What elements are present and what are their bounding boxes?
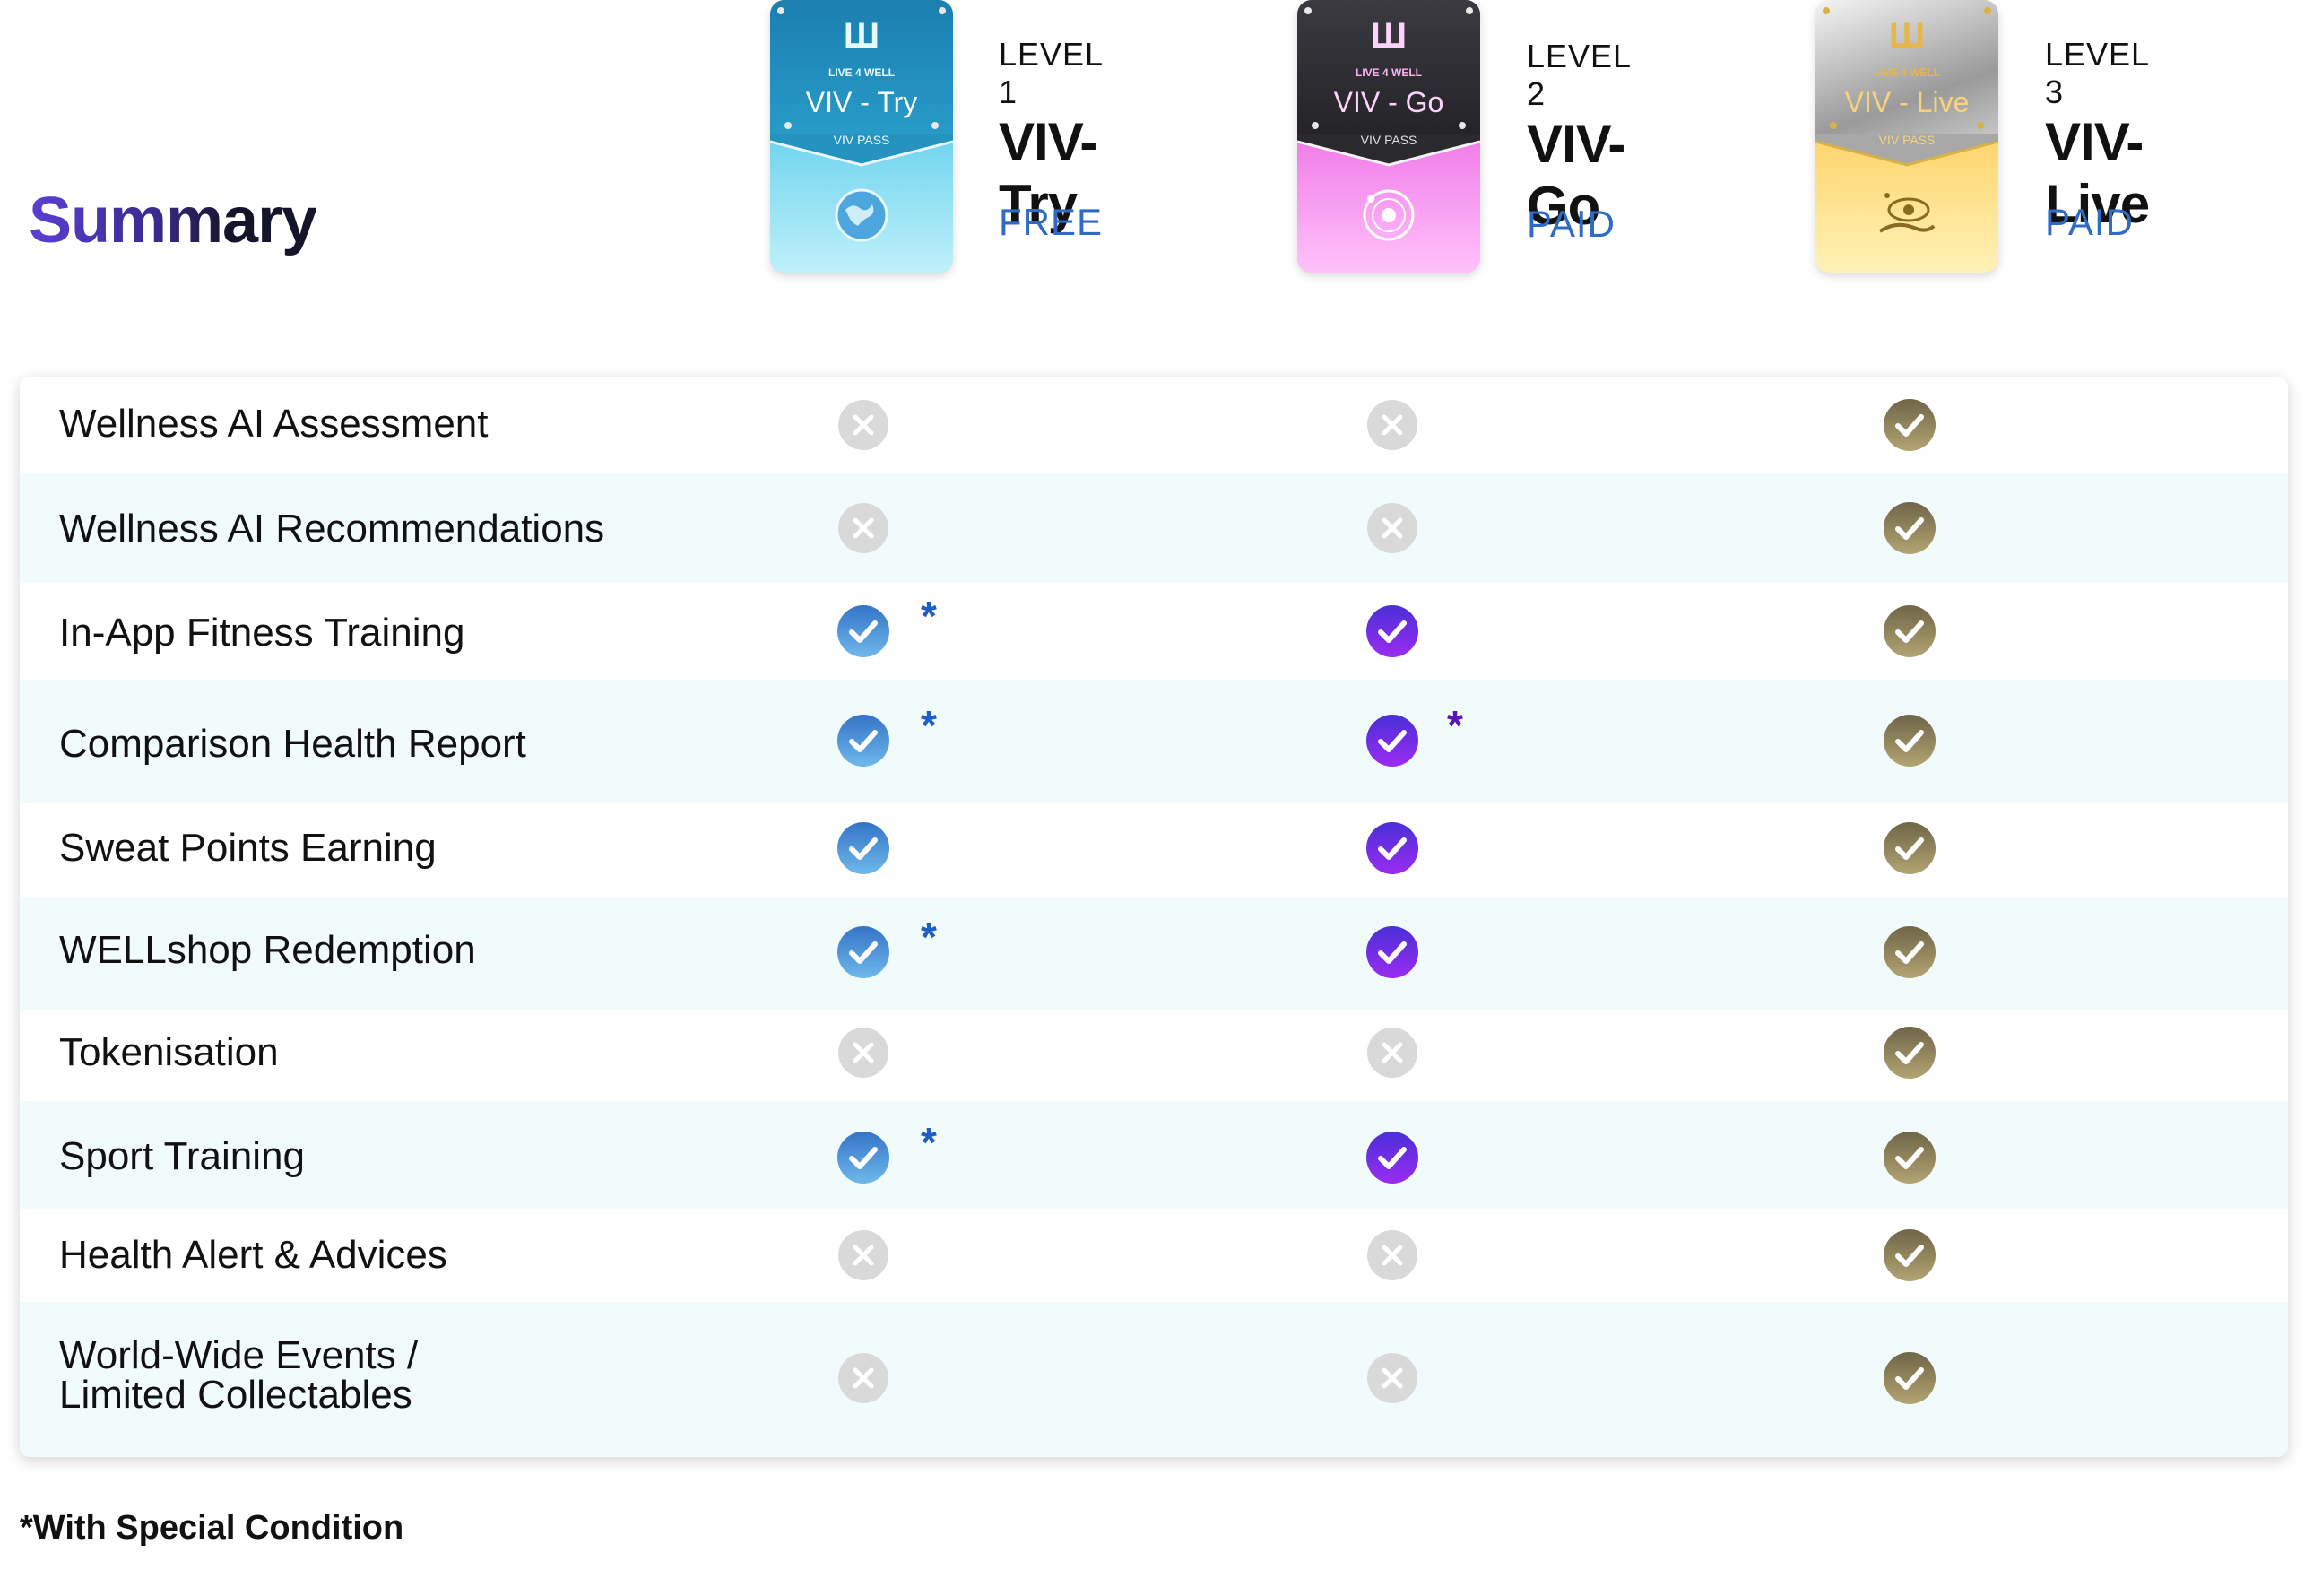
plan-level: LEVEL 3 <box>2045 36 2149 110</box>
pass-label: VIV PASS <box>1878 133 1936 147</box>
check-icon <box>1366 822 1418 874</box>
galaxy-hand-icon <box>1815 186 1998 248</box>
pass-label: VIV PASS <box>833 133 890 147</box>
table-row: World-Wide Events / Limited Collectables <box>20 1302 2288 1457</box>
plan-name: VIV-Go <box>1527 114 1625 236</box>
table-row: Wellness AI Recommendations <box>20 473 2288 583</box>
feature-label: Sweat Points Earning <box>59 826 437 870</box>
feature-label: Health Alert & Advices <box>59 1233 447 1277</box>
check-icon <box>1884 822 1936 874</box>
footnote: *With Special Condition <box>20 1509 404 1547</box>
plan-price: PAID <box>1527 203 1616 245</box>
check-icon <box>837 822 889 874</box>
pass-card-try: Ш LIVE 4 WELL VIV - Try VIV PASS <box>770 0 953 273</box>
unavailable-icon <box>1367 1353 1417 1403</box>
unavailable-icon <box>1367 1230 1417 1280</box>
unavailable-icon <box>838 503 888 553</box>
pass-label: VIV PASS <box>1360 133 1417 147</box>
table-row: In-App Fitness Training * <box>20 583 2288 680</box>
feature-label: In-App Fitness Training <box>59 611 465 655</box>
feature-label-line-2: Limited Collectables <box>59 1373 412 1417</box>
special-condition-marker: * <box>921 914 937 960</box>
feature-label-line-1: World-Wide Events / <box>59 1333 419 1377</box>
check-icon <box>1884 715 1936 767</box>
pass-brand: LIVE 4 WELL <box>1355 66 1422 79</box>
plan-price: FREE <box>999 201 1104 243</box>
feature-label: WELLshop Redemption <box>59 928 476 972</box>
feature-table: Wellness AI Assessment Wellness AI Recom… <box>20 377 2288 1457</box>
check-icon <box>1884 1229 1936 1281</box>
table-row: Sweat Points Earning <box>20 803 2288 897</box>
globe-icon <box>770 186 953 248</box>
table-row: Sport Training * <box>20 1101 2288 1209</box>
check-icon <box>837 715 889 767</box>
special-condition-marker: * <box>921 1119 937 1166</box>
check-icon <box>1884 1027 1936 1079</box>
special-condition-marker: * <box>921 593 937 639</box>
live4well-logo-icon: Ш <box>843 16 880 56</box>
check-icon <box>1884 502 1936 554</box>
unavailable-icon <box>838 1230 888 1280</box>
plan-price: PAID <box>2045 201 2134 243</box>
feature-label: Tokenisation <box>59 1030 279 1074</box>
plan-level: LEVEL 2 <box>1527 38 1631 112</box>
unavailable-icon <box>1367 400 1417 450</box>
pass-card-go: Ш LIVE 4 WELL VIV - Go VIV PASS <box>1297 0 1480 273</box>
plan-name: VIV-Live <box>2045 112 2150 234</box>
live4well-logo-icon: Ш <box>1888 16 1926 56</box>
page-title: Summary <box>29 185 317 256</box>
unavailable-icon <box>838 1353 888 1403</box>
live4well-logo-icon: Ш <box>1370 16 1408 56</box>
pass-brand: LIVE 4 WELL <box>827 66 895 79</box>
unavailable-icon <box>838 400 888 450</box>
pass-name: VIV - Try <box>805 86 918 118</box>
table-row: Comparison Health Report * * <box>20 680 2288 803</box>
unavailable-icon <box>838 1028 888 1078</box>
table-row: Tokenisation <box>20 1010 2288 1101</box>
special-condition-marker: * <box>921 702 937 749</box>
check-icon <box>1884 605 1936 657</box>
check-icon <box>837 605 889 657</box>
pass-brand: LIVE 4 WELL <box>1873 66 1940 79</box>
planet-icon <box>1297 186 1480 248</box>
table-row: WELLshop Redemption * <box>20 897 2288 1010</box>
feature-label: Wellness AI Recommendations <box>59 507 605 551</box>
pass-name: VIV - Go <box>1333 86 1444 118</box>
check-icon <box>1366 1132 1418 1184</box>
feature-label: Wellness AI Assessment <box>59 402 489 446</box>
table-row: Health Alert & Advices <box>20 1209 2288 1302</box>
unavailable-icon <box>1367 1028 1417 1078</box>
special-condition-marker: * <box>1447 702 1463 749</box>
pass-name: VIV - Live <box>1844 86 1970 118</box>
check-icon <box>1884 926 1936 978</box>
check-icon <box>1366 926 1418 978</box>
check-icon <box>1884 1132 1936 1184</box>
pass-card-live: Ш LIVE 4 WELL VIV - Live VIV PASS <box>1815 0 1998 273</box>
check-icon <box>1884 1352 1936 1404</box>
feature-label: Sport Training <box>59 1134 305 1178</box>
unavailable-icon <box>1367 503 1417 553</box>
check-icon <box>1366 715 1418 767</box>
feature-label: Comparison Health Report <box>59 722 526 766</box>
plan-level: LEVEL 1 <box>999 36 1103 110</box>
check-icon <box>837 926 889 978</box>
plan-name: VIV-Try <box>999 112 1097 234</box>
table-row: Wellness AI Assessment <box>20 377 2288 473</box>
check-icon <box>837 1132 889 1184</box>
check-icon <box>1884 399 1936 451</box>
check-icon <box>1366 605 1418 657</box>
